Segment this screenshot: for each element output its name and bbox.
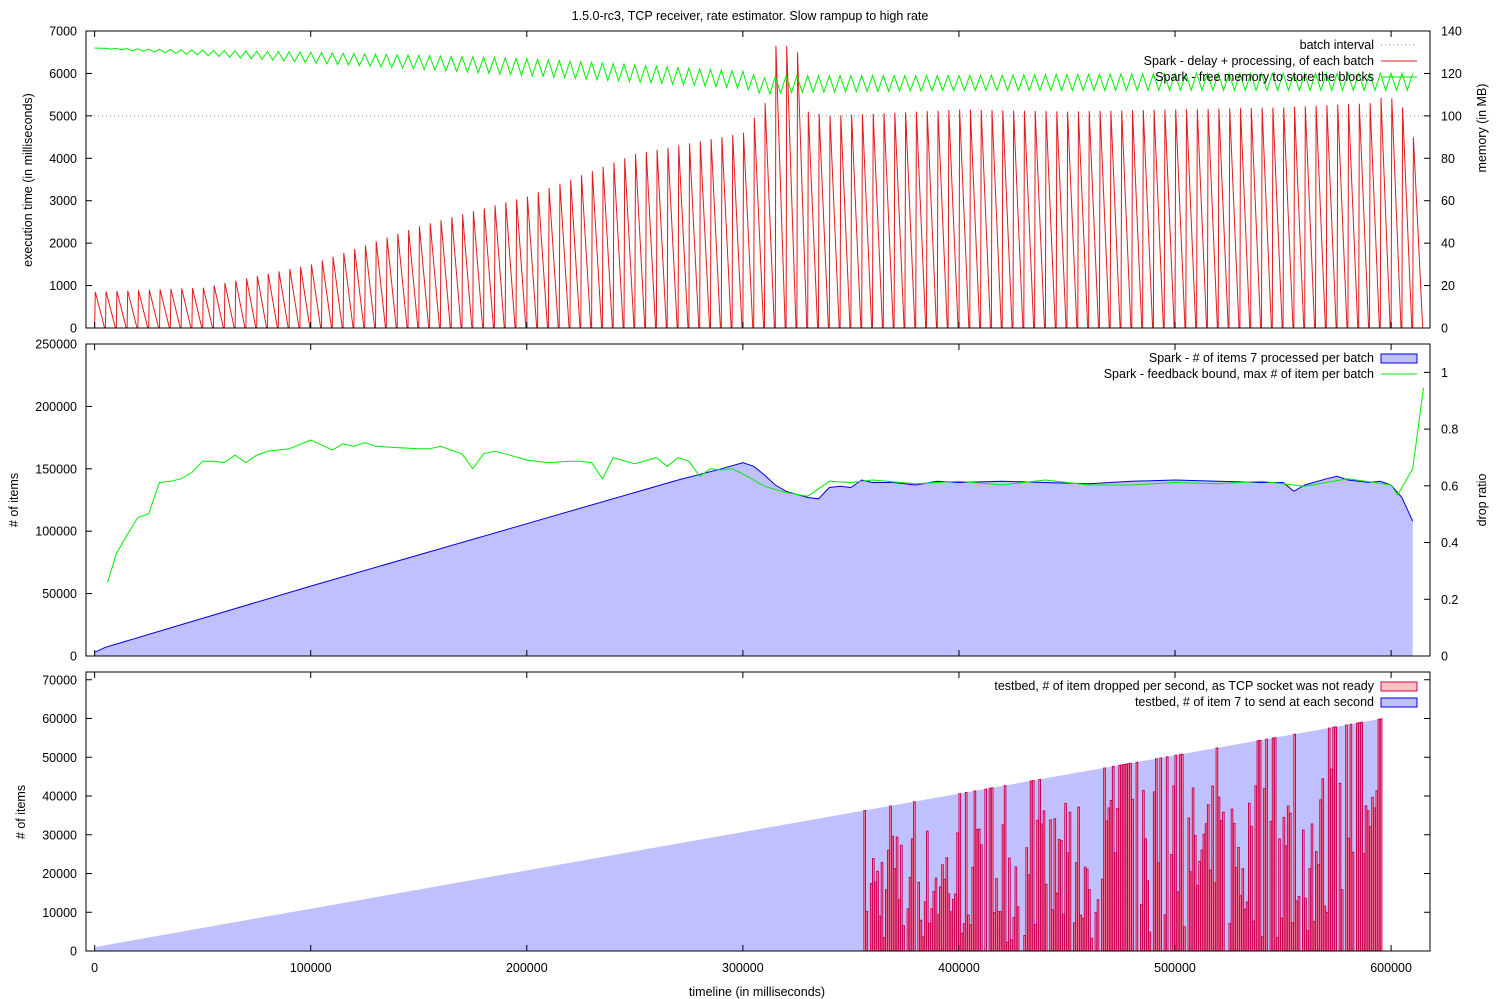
top-ytick-label: 3000	[49, 194, 77, 208]
bottom-xtick-label: 600000	[1370, 961, 1412, 975]
legend-label-delay: Spark - delay + processing, of each batc…	[1144, 54, 1374, 68]
bottom-xtick-label: 200000	[506, 961, 548, 975]
top-y2label: memory (in MB)	[1475, 84, 1489, 173]
middle-legend: Spark - # of items 7 processed per batch…	[1104, 351, 1418, 381]
middle-y2tick-label: 0	[1441, 650, 1448, 664]
bottom-xtick-label: 500000	[1154, 961, 1196, 975]
feedback-bound-series-line	[107, 387, 1424, 583]
bottom-ytick-label: 30000	[42, 828, 77, 842]
top-ytick-label: 5000	[49, 109, 77, 123]
legend-swatch-to-send	[1380, 697, 1418, 708]
middle-y2tick-label: 1	[1441, 366, 1448, 380]
legend-swatch-processed	[1380, 353, 1418, 364]
top-y2tick-label: 40	[1441, 237, 1455, 251]
bottom-xtick-label: 100000	[290, 961, 332, 975]
middle-y2tick-label: 0.2	[1441, 593, 1458, 607]
bottom-ytick-label: 70000	[42, 673, 77, 687]
top-ytick-label: 7000	[49, 25, 77, 39]
bottom-ytick-label: 60000	[42, 712, 77, 726]
middle-ytick-label: 150000	[35, 462, 77, 476]
top-y2tick-label: 0	[1441, 322, 1448, 336]
x-axis-label: timeline (in milliseconds)	[689, 985, 825, 999]
top-ytick-label: 1000	[49, 279, 77, 293]
bottom-ytick-label: 50000	[42, 751, 77, 765]
dropped-bars	[863, 718, 1383, 951]
legend-label-to-send: testbed, # of item 7 to send at each sec…	[1135, 695, 1374, 709]
delay-series-line	[94, 45, 1424, 329]
top-y2tick-label: 60	[1441, 194, 1455, 208]
bottom-ytick-label: 10000	[42, 906, 77, 920]
middle-ytick-label: 200000	[35, 400, 77, 414]
middle-ylabel: # of items	[7, 473, 21, 527]
top-ylabel: execution time (in milliseconds)	[21, 93, 35, 267]
bottom-legend: testbed, # of item dropped per second, a…	[994, 679, 1418, 709]
bottom-ytick-label: 40000	[42, 790, 77, 804]
top-y2tick-label: 140	[1441, 25, 1462, 39]
legend-label-dropped: testbed, # of item dropped per second, a…	[994, 679, 1374, 693]
middle-plot-frame	[85, 343, 1431, 657]
middle-y2tick-label: 0.6	[1441, 479, 1458, 493]
top-y2tick-label: 120	[1441, 67, 1462, 81]
bottom-plot-frame	[85, 671, 1431, 952]
free-memory-series-line	[94, 47, 1414, 96]
top-ytick-label: 6000	[49, 67, 77, 81]
top-ytick-label: 2000	[49, 237, 77, 251]
bottom-ytick-label: 0	[70, 945, 77, 959]
middle-y2tick-label: 0.8	[1441, 423, 1458, 437]
legend-label-processed: Spark - # of items 7 processed per batch	[1149, 351, 1374, 365]
middle-y2label: drop ratio	[1475, 474, 1489, 527]
top-y2tick-label: 80	[1441, 152, 1455, 166]
bottom-panel: 0 10000 20000 30000 40000 50000 60000 70000 0 100…	[14, 671, 1431, 975]
legend-label-feedback-bound: Spark - feedback bound, max # of item pe…	[1104, 367, 1374, 381]
top-panel: 0 1000 2000 3000 4000 5000 6000 7000 0 20 40 60 80 10…	[21, 25, 1489, 336]
legend-swatch-dropped	[1380, 681, 1418, 692]
bottom-ylabel: # of items	[14, 785, 28, 839]
top-ytick-label: 0	[70, 322, 77, 336]
middle-ytick-label: 50000	[42, 587, 77, 601]
top-plot-frame	[85, 30, 1431, 329]
legend-label-batch-interval: batch interval	[1300, 38, 1374, 52]
legend-label-free-memory: Spark - free memory to store the blocks	[1155, 70, 1374, 84]
top-y2tick-label: 20	[1441, 279, 1455, 293]
bottom-xtick-label: 400000	[938, 961, 980, 975]
chart-title: 1.5.0-rc3, TCP receiver, rate estimator.…	[572, 9, 929, 23]
processed-area	[94, 462, 1413, 656]
middle-ytick-label: 250000	[35, 338, 77, 352]
middle-ytick-label: 100000	[35, 525, 77, 539]
top-ytick-label: 4000	[49, 152, 77, 166]
top-y2tick-label: 100	[1441, 109, 1462, 123]
middle-y2tick-label: 0.4	[1441, 536, 1458, 550]
bottom-ytick-label: 20000	[42, 867, 77, 881]
bottom-xtick-label: 0	[91, 961, 98, 975]
bottom-xtick-label: 300000	[722, 961, 764, 975]
middle-panel: 0 50000 100000 150000 200000 250000 0 0.2 0.4 0.6…	[7, 338, 1489, 664]
middle-ytick-label: 0	[70, 650, 77, 664]
top-legend: batch interval Spark - delay + processin…	[1144, 38, 1417, 84]
